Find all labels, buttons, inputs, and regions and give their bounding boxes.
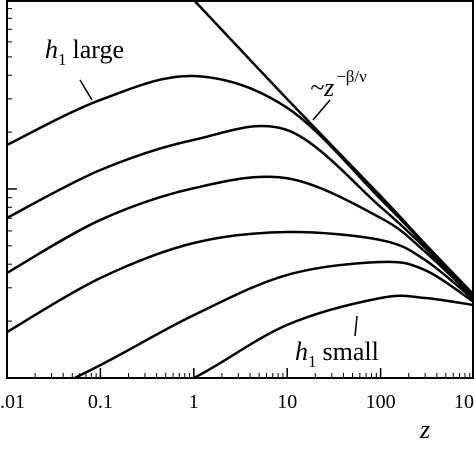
pointer [312, 99, 331, 121]
curve [190, 294, 474, 378]
x-tick-label: 0.1 [88, 391, 113, 413]
annotation-base: h [295, 337, 308, 366]
annotation-rest: small [323, 337, 379, 366]
annotation: h1 small [295, 337, 379, 371]
annotation-sub: 1 [58, 50, 67, 69]
x-tick-label: 10 [454, 391, 474, 413]
curve [7, 175, 474, 299]
curves [7, 0, 474, 378]
annotation-sup: −β/ν [336, 67, 367, 86]
curve [7, 230, 474, 334]
annotation-base: ~z [310, 73, 334, 102]
annotation-sub: 1 [308, 352, 317, 371]
x-tick-label: 10 [277, 391, 297, 413]
curve [7, 124, 474, 298]
annotation-rest: large [73, 35, 125, 64]
x-tick-label: .01 [0, 391, 25, 413]
annotation: h1 large [45, 35, 124, 69]
pointer [354, 315, 358, 337]
x-tick-label: 1 [189, 391, 199, 413]
pointer [79, 79, 93, 101]
curve [71, 260, 474, 378]
annotation-base: h [45, 35, 58, 64]
x-axis-label: z [419, 415, 430, 444]
curve [192, 0, 474, 296]
x-tick-label: 100 [366, 391, 396, 413]
annotation: ~z −β/ν [310, 67, 367, 102]
